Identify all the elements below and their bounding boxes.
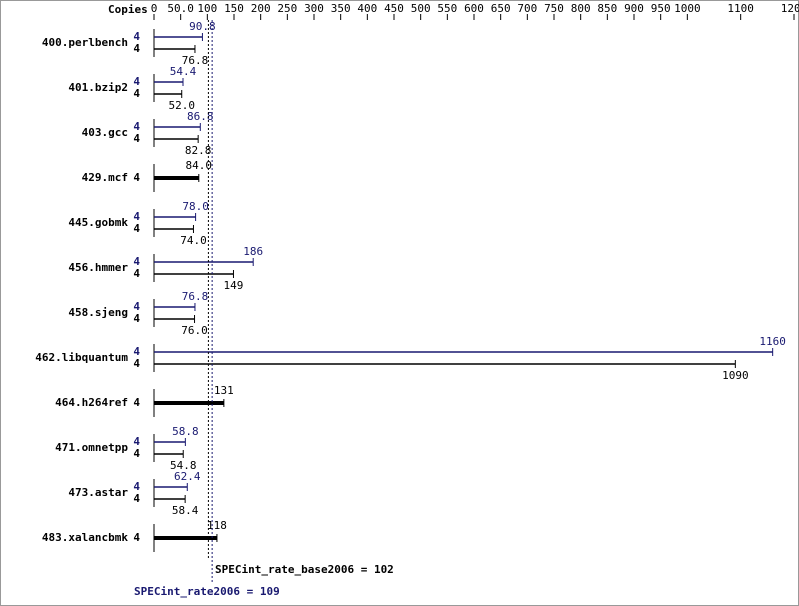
- value-label: 1160: [759, 335, 786, 348]
- value-label: 76.0: [181, 324, 208, 337]
- copies: 4: [133, 357, 140, 370]
- value-label: 74.0: [180, 234, 207, 247]
- x-tick-label: 1000: [674, 2, 701, 15]
- value-label: 76.8: [182, 290, 209, 303]
- value-label: 84.0: [186, 159, 213, 172]
- x-tick-label: 300: [304, 2, 324, 15]
- copies: 4: [133, 210, 140, 223]
- copies: 4: [133, 120, 140, 133]
- x-tick-label: 200: [251, 2, 271, 15]
- x-tick-label: 900: [624, 2, 644, 15]
- copies-header: Copies: [108, 3, 148, 16]
- benchmark-name: 445.gobmk: [68, 216, 128, 229]
- benchmark-name: 464.h264ref: [55, 396, 128, 409]
- x-tick-label: 700: [517, 2, 537, 15]
- benchmark-name: 400.perlbench: [42, 36, 128, 49]
- value-label: 62.4: [174, 470, 201, 483]
- copies: 4: [133, 132, 140, 145]
- copies: 4: [133, 531, 140, 544]
- copies: 4: [133, 396, 140, 409]
- x-tick-label: 1200: [781, 2, 799, 15]
- copies: 4: [133, 75, 140, 88]
- value-label: 86.8: [187, 110, 214, 123]
- benchmark-name: 471.omnetpp: [55, 441, 128, 454]
- x-tick-label: 150: [224, 2, 244, 15]
- copies: 4: [133, 300, 140, 313]
- x-tick-label: 600: [464, 2, 484, 15]
- value-label: 54.8: [170, 459, 197, 472]
- metric-label: SPECint_rate2006 = 109: [134, 585, 280, 598]
- benchmark-name: 456.hmmer: [68, 261, 128, 274]
- copies: 4: [133, 312, 140, 325]
- value-label: 90.8: [189, 20, 216, 33]
- benchmark-name: 403.gcc: [82, 126, 128, 139]
- value-label: 118: [207, 519, 227, 532]
- benchmark-name: 483.xalancbmk: [42, 531, 128, 544]
- metric-label: SPECint_rate_base2006 = 102: [215, 563, 394, 576]
- value-label: 52.0: [168, 99, 195, 112]
- x-tick-label: 400: [357, 2, 377, 15]
- copies: 4: [133, 171, 140, 184]
- copies: 4: [133, 492, 140, 505]
- x-tick-label: 550: [437, 2, 457, 15]
- x-tick-label: 800: [571, 2, 591, 15]
- x-tick-label: 0: [151, 2, 158, 15]
- copies: 4: [133, 30, 140, 43]
- x-tick-label: 1100: [727, 2, 754, 15]
- benchmark-name: 462.libquantum: [35, 351, 128, 364]
- x-tick-label: 950: [651, 2, 671, 15]
- copies: 4: [133, 447, 140, 460]
- benchmark-name: 429.mcf: [82, 171, 128, 184]
- value-label: 186: [243, 245, 263, 258]
- copies: 4: [133, 345, 140, 358]
- x-tick-label: 750: [544, 2, 564, 15]
- value-label: 131: [214, 384, 234, 397]
- value-label: 1090: [722, 369, 749, 382]
- benchmark-name: 473.astar: [68, 486, 128, 499]
- value-label: 54.4: [170, 65, 197, 78]
- value-label: 76.8: [182, 54, 209, 67]
- value-label: 58.8: [172, 425, 199, 438]
- copies: 4: [133, 87, 140, 100]
- x-tick-label: 450: [384, 2, 404, 15]
- x-tick-label: 250: [277, 2, 297, 15]
- x-tick-label: 350: [331, 2, 351, 15]
- copies: 4: [133, 267, 140, 280]
- copies: 4: [133, 435, 140, 448]
- copies: 4: [133, 255, 140, 268]
- x-tick-label: 50.0: [167, 2, 194, 15]
- x-tick-label: 850: [597, 2, 617, 15]
- value-label: 58.4: [172, 504, 199, 517]
- x-tick-label: 100: [197, 2, 217, 15]
- benchmark-name: 401.bzip2: [68, 81, 128, 94]
- x-tick-label: 650: [491, 2, 511, 15]
- benchmark-name: 458.sjeng: [68, 306, 128, 319]
- copies: 4: [133, 222, 140, 235]
- copies: 4: [133, 480, 140, 493]
- copies: 4: [133, 42, 140, 55]
- value-label: 82.8: [185, 144, 212, 157]
- x-tick-label: 500: [411, 2, 431, 15]
- value-label: 149: [224, 279, 244, 292]
- value-label: 78.0: [182, 200, 209, 213]
